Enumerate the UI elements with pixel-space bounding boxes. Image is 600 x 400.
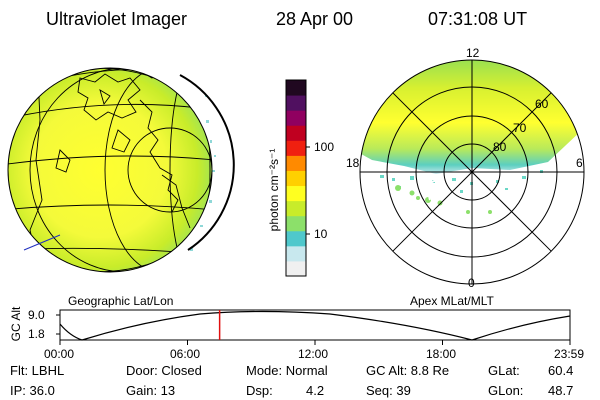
altitude-ytick-high: 9.0: [28, 308, 45, 322]
color-scale-bar: [285, 79, 307, 277]
glat-label: GLat:: [488, 363, 520, 378]
mode-readout: Mode: Normal: [246, 363, 328, 378]
altitude-time-plot: [56, 309, 571, 345]
geographic-globe: [7, 67, 235, 273]
altitude-xtick: 18:00: [426, 347, 457, 361]
altitude-xtick: 00:00: [44, 347, 75, 361]
filter-readout: Flt: LBHL: [10, 363, 65, 378]
seq-readout: Seq: 39: [366, 383, 411, 398]
color-scale-segment: [286, 200, 306, 217]
colorbar-tick-100: 100: [314, 140, 335, 154]
mlat-label-60: 60: [535, 97, 549, 111]
dsp-label: Dsp:: [246, 383, 273, 398]
gc-alt-readout: GC Alt: 8.8 Re: [366, 363, 450, 378]
color-scale-segment: [286, 155, 306, 171]
mlt-label-18: 18: [346, 156, 360, 170]
altitude-xtick: 06:00: [170, 347, 201, 361]
colorbar-unit-label: photon cm⁻²s⁻¹: [267, 148, 281, 232]
color-scale-segment: [286, 245, 306, 262]
apex-polar-plot: [359, 59, 585, 285]
color-scale-segment: [286, 95, 306, 111]
mlat-label-70: 70: [513, 121, 527, 135]
color-scale-segment: [286, 140, 306, 156]
glon-value: 48.7: [548, 383, 574, 398]
right-panel-label: Apex MLat/MLT: [410, 294, 494, 308]
altitude-xtick: 23:59: [554, 347, 585, 361]
color-scale-segment: [286, 110, 306, 126]
colorbar-tick-10: 10: [314, 227, 328, 241]
door-readout: Door: Closed: [126, 363, 202, 378]
mlt-label-0: 0: [468, 276, 475, 290]
color-scale-segment: [286, 185, 306, 202]
color-scale-segment: [286, 215, 306, 232]
color-scale-segment: [286, 125, 306, 141]
glat-value: 60.4: [548, 363, 574, 378]
glon-label: GLon:: [488, 383, 524, 398]
color-scale-segment: [286, 80, 306, 96]
color-scale-segment: [286, 260, 306, 277]
date-label: 28 Apr 00: [276, 9, 354, 29]
gain-readout: Gain: 13: [126, 383, 176, 398]
mlt-label-6: 6: [576, 156, 583, 170]
color-scale-segment: [286, 230, 306, 247]
altitude-ylabel: GC Alt: [9, 306, 23, 342]
mlt-label-12: 12: [466, 46, 480, 60]
dsp-value: 4.2: [306, 383, 325, 398]
ip-readout: IP: 36.0: [10, 383, 55, 398]
mlat-label-80: 80: [493, 140, 507, 154]
altitude-xtick: 12:00: [298, 347, 329, 361]
instrument-title: Ultraviolet Imager: [46, 9, 188, 29]
time-label: 07:31:08 UT: [428, 9, 528, 29]
altitude-ytick-low: 1.8: [28, 327, 45, 341]
left-panel-label: Geographic Lat/Lon: [68, 294, 174, 308]
color-scale-segment: [286, 170, 306, 187]
